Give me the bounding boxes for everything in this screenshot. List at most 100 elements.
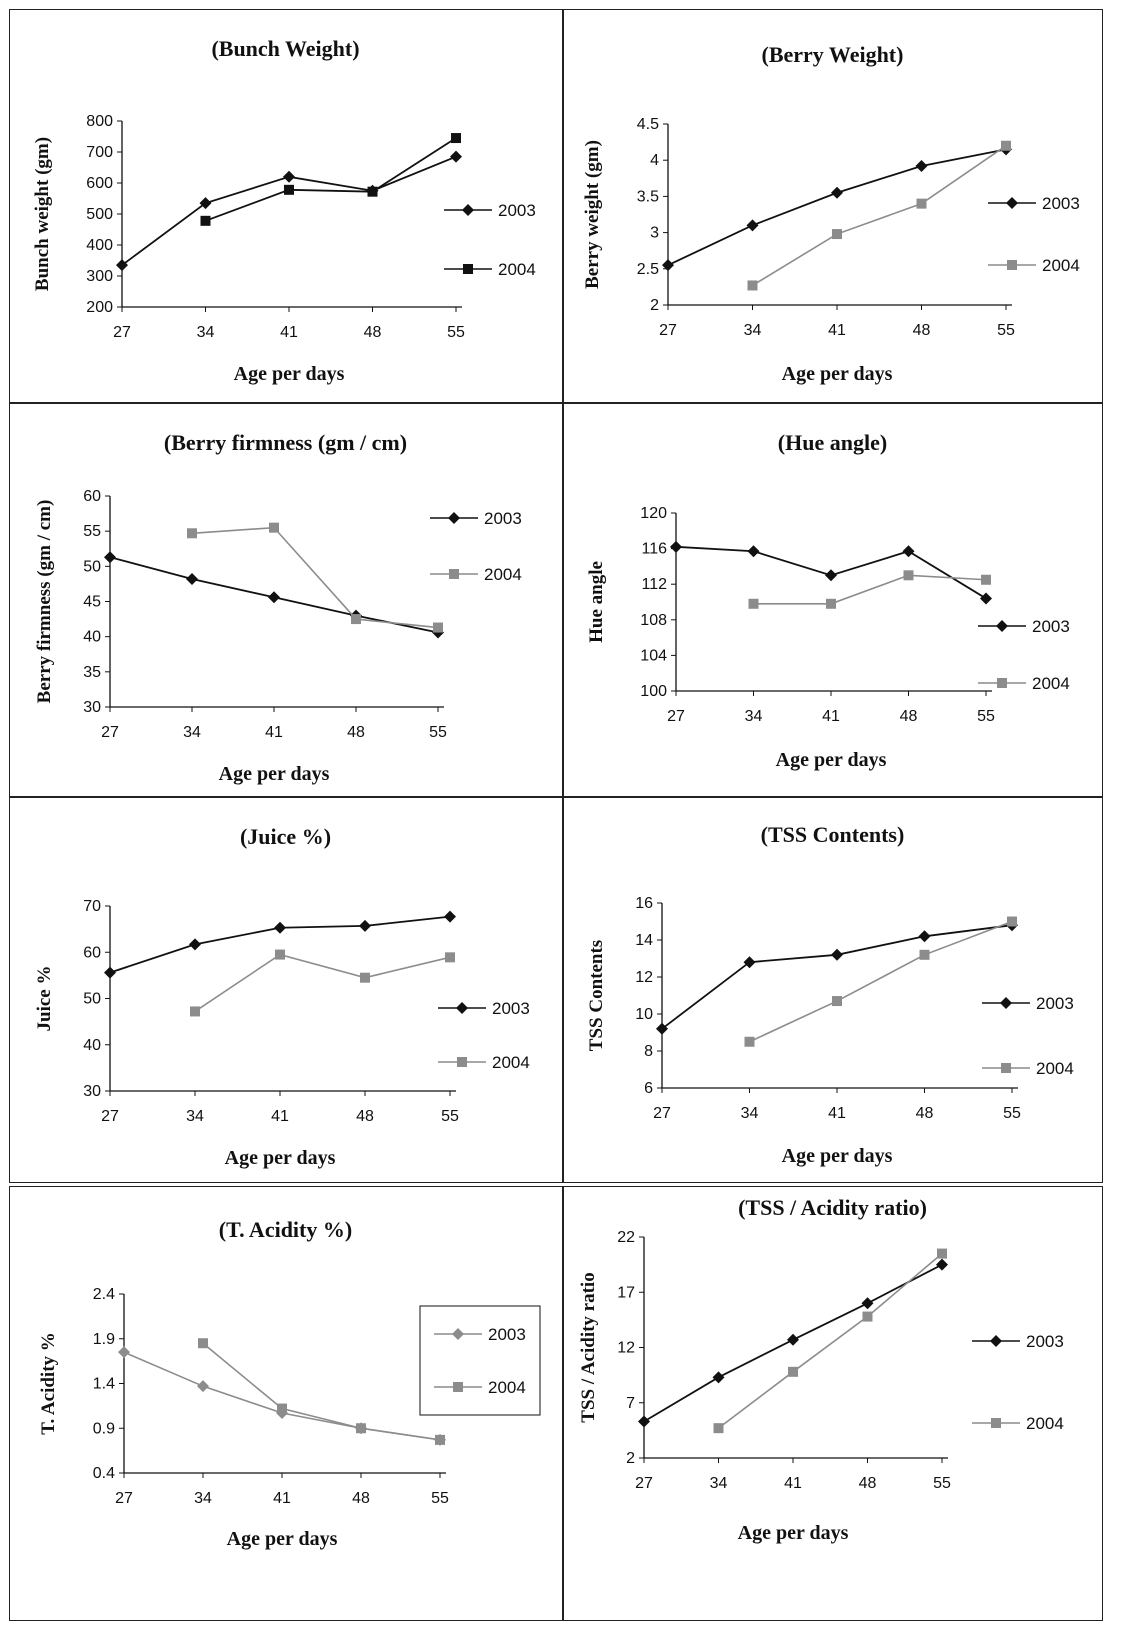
chart-panel-t-acidity: (T. Acidity %) 0.4 0.9 1.4 1.9 2.4 27 34 41 48 55 A…	[9, 1186, 563, 1621]
data-point-2004-48	[903, 570, 914, 581]
chart-title: (Berry firmness (gm / cm)	[164, 430, 407, 455]
chart-title: (Bunch Weight)	[211, 36, 359, 61]
legend-label-2004: 2004	[1032, 674, 1070, 693]
y-axis-label: Hue angle	[586, 561, 607, 643]
y-axis-label: Berry weight (gm)	[582, 140, 603, 289]
y-tick-label: 1.9	[93, 1331, 115, 1348]
legend-label-2003: 2003	[1042, 194, 1080, 213]
data-point-2004-48	[360, 972, 370, 983]
chart-tss-contents: (TSS Contents) 6 8 10 12 14 16 27 34 41 48 55 Age pe…	[586, 822, 1074, 1167]
x-tick-label: 55	[1003, 1105, 1021, 1122]
data-point-2003-27	[662, 259, 674, 272]
y-tick-label: 104	[640, 647, 667, 664]
x-tick-label: 55	[429, 724, 447, 741]
y-tick-label: 12	[617, 1340, 635, 1357]
data-point-2003-27	[670, 540, 682, 553]
data-point-2003-55	[936, 1258, 948, 1271]
chart-panel-juice: (Juice %) 30 40 50 60 70 27 34 41 48 55 Age per day…	[9, 797, 563, 1183]
x-tick-label: 48	[352, 1490, 370, 1507]
legend-label-2003: 2003	[1026, 1332, 1064, 1351]
data-point-2003-41	[831, 948, 843, 961]
x-axis-label: Age per days	[782, 1145, 893, 1167]
data-point-2004-55	[981, 574, 991, 585]
x-tick-label: 48	[364, 324, 382, 341]
x-axis-label: Age per days	[219, 763, 330, 785]
x-tick-label: 34	[710, 1475, 728, 1492]
y-tick-label: 800	[86, 113, 113, 130]
x-axis-label: Age per days	[225, 1147, 336, 1169]
x-tick-label: 27	[659, 322, 677, 339]
x-axis-label: Age per days	[738, 1522, 849, 1544]
data-point-2003-41	[831, 186, 843, 199]
data-point-2003-27	[638, 1415, 650, 1428]
x-tick-label: 41	[822, 708, 840, 725]
x-tick-label: 34	[197, 324, 215, 341]
data-point-2003-27	[118, 1346, 130, 1359]
legend-marker-2004	[463, 264, 473, 274]
chart-panel-berry-firmness: (Berry firmness (gm / cm) 30 35 40 45 50 55 60 2…	[9, 403, 563, 797]
y-tick-label: 120	[640, 505, 667, 522]
legend-marker-2003	[1006, 197, 1018, 209]
y-tick-label: 0.4	[93, 1465, 115, 1482]
legend-marker-2004	[991, 1418, 1001, 1428]
y-tick-label: 30	[83, 1083, 101, 1100]
data-point-2004-41	[277, 1403, 287, 1414]
data-point-2003-34	[186, 572, 198, 585]
data-point-2004-34	[190, 1006, 200, 1017]
chart-title: (TSS / Acidity ratio)	[738, 1195, 927, 1220]
data-point-2003-34	[747, 545, 760, 558]
x-tick-label: 34	[183, 724, 201, 741]
x-tick-label: 27	[101, 1108, 119, 1125]
y-tick-label: 6	[644, 1080, 653, 1097]
data-point-2004-34	[748, 598, 759, 609]
series-line-2004	[753, 574, 987, 605]
legend-marker-2003	[448, 512, 460, 524]
data-point-2003-48	[861, 1297, 874, 1310]
x-tick-label: 41	[265, 724, 283, 741]
x-tick-label: 55	[977, 708, 995, 725]
x-tick-label: 55	[997, 322, 1015, 339]
y-tick-label: 3.5	[637, 188, 659, 205]
y-tick-label: 100	[640, 683, 667, 700]
y-axis-label: Juice %	[34, 966, 55, 1032]
data-point-2004-41	[284, 184, 294, 195]
data-point-2003-48	[902, 545, 915, 558]
series-line-2004	[194, 953, 451, 1013]
data-point-2003-34	[712, 1371, 725, 1384]
data-point-2004-48	[919, 949, 930, 960]
data-point-2004-41	[832, 996, 842, 1007]
data-point-2003-27	[104, 966, 116, 979]
data-point-2003-34	[743, 956, 756, 969]
x-tick-label: 41	[828, 1105, 846, 1122]
y-tick-label: 4	[650, 152, 659, 169]
legend-marker-2003	[1000, 997, 1012, 1009]
y-tick-label: 16	[635, 895, 653, 912]
y-tick-label: 14	[635, 932, 653, 949]
x-tick-label: 48	[859, 1475, 877, 1492]
data-point-2004-41	[788, 1366, 798, 1377]
x-tick-label: 55	[441, 1108, 459, 1125]
data-point-2003-34	[189, 938, 201, 951]
x-tick-label: 41	[784, 1475, 802, 1492]
x-axis-label: Age per days	[234, 363, 345, 385]
x-tick-label: 48	[900, 708, 918, 725]
x-tick-label: 41	[828, 322, 846, 339]
data-point-2004-55	[445, 952, 455, 963]
y-tick-label: 0.9	[93, 1420, 115, 1437]
legend-marker-2004	[457, 1057, 467, 1067]
data-point-2004-55	[1001, 140, 1011, 151]
data-point-2004-48	[356, 1423, 366, 1434]
series-line-2004	[749, 920, 1013, 1043]
data-point-2003-34	[197, 1380, 209, 1393]
data-point-2003-55	[444, 910, 456, 923]
chart-hue-angle: (Hue angle) 100 104 108 112 116 120 27 34 41 48 55 A…	[586, 430, 1070, 771]
data-point-2004-55	[451, 133, 461, 144]
chart-panel-hue-angle: (Hue angle) 100 104 108 112 116 120 27 34 41 48 55 A…	[563, 403, 1103, 797]
x-tick-label: 27	[653, 1105, 671, 1122]
legend-marker-2003	[456, 1002, 468, 1014]
legend-marker-2003	[462, 204, 474, 216]
y-tick-label: 600	[86, 175, 113, 192]
chart-panel-tss-contents: (TSS Contents) 6 8 10 12 14 16 27 34 41 48 55 Age pe…	[563, 797, 1103, 1183]
y-tick-label: 700	[86, 144, 113, 161]
